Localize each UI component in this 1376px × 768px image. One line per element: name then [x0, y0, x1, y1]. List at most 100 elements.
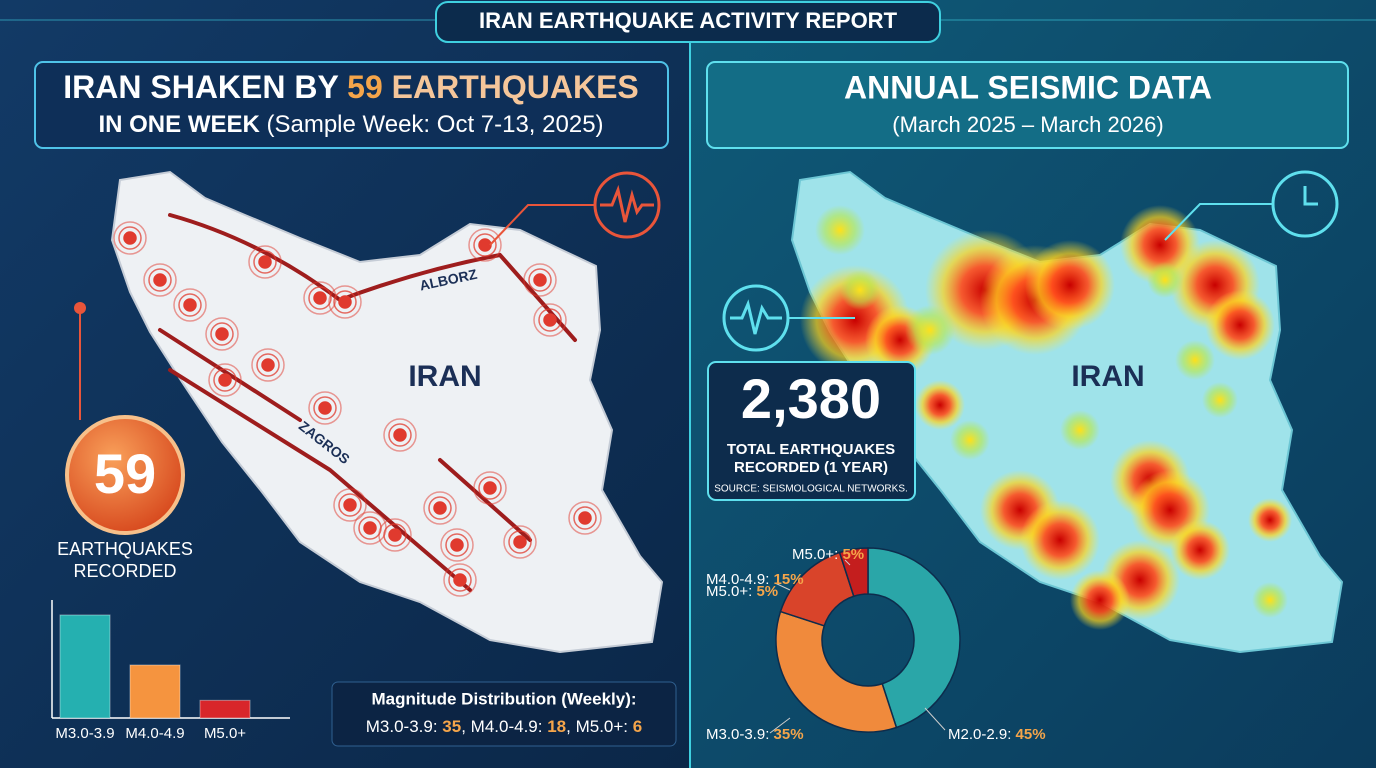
left-title-line1: IRAN SHAKEN BY 59 EARTHQUAKES	[63, 69, 639, 105]
bar-label: M4.0-4.9	[125, 725, 184, 742]
donut-label: M5.0+: 5%	[706, 583, 778, 600]
title-part: IRAN SHAKEN BY	[63, 69, 338, 105]
title-part: IN ONE WEEK	[98, 111, 260, 138]
heat-spot	[1060, 410, 1100, 450]
epicenter-ring	[261, 358, 275, 372]
epicenter-ring	[183, 298, 197, 312]
epicenter-ring	[213, 368, 237, 392]
bar	[59, 614, 111, 719]
heat-spot	[1025, 240, 1115, 330]
right-subtitle: (March 2025 – March 2026)	[892, 112, 1163, 137]
bar	[129, 664, 181, 719]
heat-spot	[1252, 582, 1288, 618]
epicenter-ring	[333, 488, 367, 522]
epicenter-ring	[118, 226, 142, 250]
distribution-box	[331, 681, 677, 747]
heat-spot	[1175, 340, 1215, 380]
epicenter-ring	[205, 317, 239, 351]
epicenter-ring	[478, 476, 502, 500]
leader	[1164, 203, 1272, 241]
epicenter-ring	[308, 391, 342, 425]
epicenter-ring	[113, 221, 147, 255]
epicenter-ring	[503, 525, 537, 559]
heat-spot	[1202, 382, 1238, 418]
epicenter-ring	[533, 303, 567, 337]
clock-icon	[1271, 170, 1339, 238]
epicenter-ring	[543, 313, 557, 327]
epicenter-ring	[513, 535, 527, 549]
title-number: 59	[347, 69, 383, 105]
epicenter-ring	[153, 273, 167, 287]
epicenter-ring	[428, 496, 452, 520]
label-value: 5%	[756, 583, 778, 600]
clock-hands	[1303, 186, 1318, 206]
epicenter-ring	[313, 396, 337, 420]
leader-dot	[74, 302, 86, 314]
donut-label: M2.0-2.9: 45%	[948, 726, 1046, 743]
epicenter-ring	[313, 291, 327, 305]
map-label: IRAN	[408, 360, 481, 393]
total: 2,380	[741, 367, 881, 430]
epicenter-ring	[445, 533, 469, 557]
epicenter-ring	[208, 363, 242, 397]
label-category: M5.0+:	[706, 583, 752, 600]
heat-spot	[1147, 262, 1183, 298]
dist-label: , M5.0+:	[566, 717, 628, 736]
epicenter-ring	[393, 428, 407, 442]
donut-label: M5.0+: 5%	[792, 546, 864, 563]
heat-spot	[1020, 500, 1100, 580]
heat-spot	[1070, 570, 1130, 630]
epicenter-ring	[343, 498, 357, 512]
count-label: RECORDED	[73, 561, 176, 581]
heat-spot	[1205, 290, 1275, 360]
epicenter-ring	[363, 521, 377, 535]
bar	[199, 699, 251, 719]
epicenter-ring	[123, 231, 137, 245]
bar-label: M3.0-3.9	[55, 725, 114, 742]
epicenter-ring	[258, 255, 272, 269]
donut-label: M3.0-3.9: 35%	[706, 726, 804, 743]
title-part: EARTHQUAKES	[392, 69, 639, 105]
label-category: M2.0-2.9:	[948, 726, 1011, 743]
bar-label: M5.0+	[204, 725, 246, 742]
epicenter-ring	[528, 268, 552, 292]
epicenter-ring	[143, 263, 177, 297]
epicenter-ring	[248, 245, 282, 279]
epicenter-ring	[450, 538, 464, 552]
total-label: TOTAL EARTHQUAKES	[727, 441, 895, 458]
epicenter-ring	[333, 290, 357, 314]
dist-label: , M4.0-4.9:	[461, 717, 542, 736]
epicenter-ring	[318, 401, 332, 415]
heatmap	[800, 205, 1292, 630]
count: 59	[94, 442, 156, 505]
epicenter-ring	[388, 528, 402, 542]
epicenter-ring	[473, 471, 507, 505]
total-box	[707, 361, 916, 501]
heat-spot	[1170, 520, 1230, 580]
donut-label: M4.0-4.9: 15%	[706, 571, 804, 588]
header-title: IRAN EARTHQUAKE ACTIVITY REPORT	[479, 8, 898, 33]
seismo-icon-wave	[730, 299, 782, 335]
epicenter-ring	[210, 322, 234, 346]
donut-segment	[775, 610, 898, 733]
count-label: EARTHQUAKES	[57, 539, 193, 559]
epicenter-ring	[523, 263, 557, 297]
label-value: 15%	[774, 571, 804, 588]
donut-segment	[867, 547, 961, 729]
seismo-icon-wave	[600, 184, 654, 223]
epicenter-ring	[433, 501, 447, 515]
epicenter-ring	[573, 506, 597, 530]
dist-value: 6	[633, 717, 642, 736]
epicenter-ring	[148, 268, 172, 292]
heat-spot	[1248, 498, 1292, 542]
dist-value: 18	[547, 717, 566, 736]
epicenter-ring	[383, 418, 417, 452]
epicenter-ring	[251, 348, 285, 382]
epicenter-ring	[468, 228, 502, 262]
label-category: M4.0-4.9:	[706, 571, 769, 588]
epicenter-ring	[218, 373, 232, 387]
heat-spot	[915, 380, 965, 430]
bar-chart: M3.0-3.9 M4.0-4.9 M5.0+	[55, 614, 251, 742]
